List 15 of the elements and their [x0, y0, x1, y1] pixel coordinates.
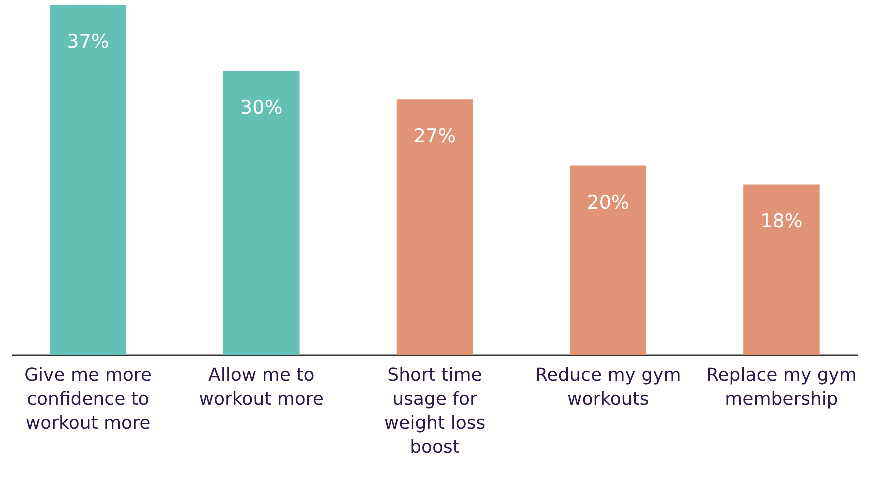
x-tick-label: Give me more confidence to workout more	[24, 365, 152, 434]
bar	[50, 5, 126, 355]
x-tick-label: Reduce my gym workouts	[535, 365, 682, 410]
data-label: 30%	[240, 97, 283, 120]
bar	[224, 71, 300, 355]
x-tick-label: Allow me to workout more	[199, 365, 324, 410]
bar	[570, 166, 646, 355]
data-label: 18%	[760, 210, 803, 233]
x-tick-label: Short time usage for weight loss boost	[384, 365, 486, 458]
x-tick-label: Replace my gym membership	[706, 365, 857, 410]
bar	[396, 100, 474, 355]
data-label: 27%	[414, 126, 456, 148]
data-label: 37%	[67, 31, 110, 53]
bar	[744, 184, 820, 355]
data-label: 20%	[587, 192, 630, 214]
